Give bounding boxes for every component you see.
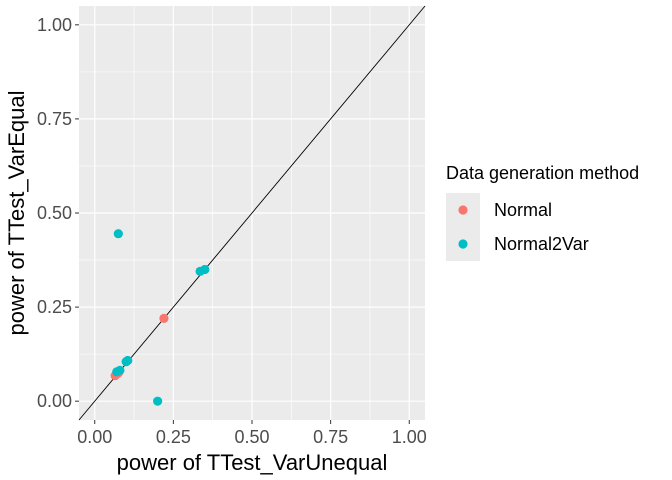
point-normal2var-7 [200, 264, 210, 275]
x-tick-label: 0.50 [234, 427, 269, 447]
x-axis-title: power of TTest_VarUnequal [117, 450, 388, 475]
x-tick-label: 0.00 [77, 427, 112, 447]
legend-title: Data generation method [446, 163, 639, 183]
point-normal2var-2 [115, 365, 125, 375]
legend-key-normal2var [458, 239, 468, 249]
point-normal2var-4 [123, 355, 133, 366]
point-normal2var-5 [153, 396, 163, 406]
point-normal2var-0 [113, 229, 123, 239]
legend-label-normal2var: Normal2Var [494, 234, 589, 254]
identity-reference-line [78, 5, 426, 421]
y-axis-title: power of TTest_VarEqual [4, 91, 29, 336]
x-axis-ticks: 0.00 0.25 0.50 0.75 1.00 [77, 420, 427, 447]
legend-items: Normal Normal2Var [446, 193, 589, 261]
points-layer [110, 229, 210, 406]
y-tick-label: 0.75 [37, 109, 72, 129]
point-normal-2 [159, 313, 169, 323]
x-tick-label: 1.00 [392, 427, 427, 447]
y-tick-label: 0.25 [37, 297, 72, 317]
legend-key-normal [458, 205, 468, 215]
reference-line-layer [78, 5, 426, 421]
y-tick-label: 0.00 [37, 391, 72, 411]
x-tick-label: 0.25 [156, 427, 191, 447]
y-tick-label: 0.50 [37, 203, 72, 223]
legend: Data generation method Normal Normal2Var [446, 163, 639, 261]
legend-label-normal: Normal [494, 200, 552, 220]
y-tick-label: 1.00 [37, 15, 72, 35]
y-axis-ticks: 0.00 0.25 0.50 0.75 1.00 [37, 15, 79, 411]
x-tick-label: 0.75 [313, 427, 348, 447]
